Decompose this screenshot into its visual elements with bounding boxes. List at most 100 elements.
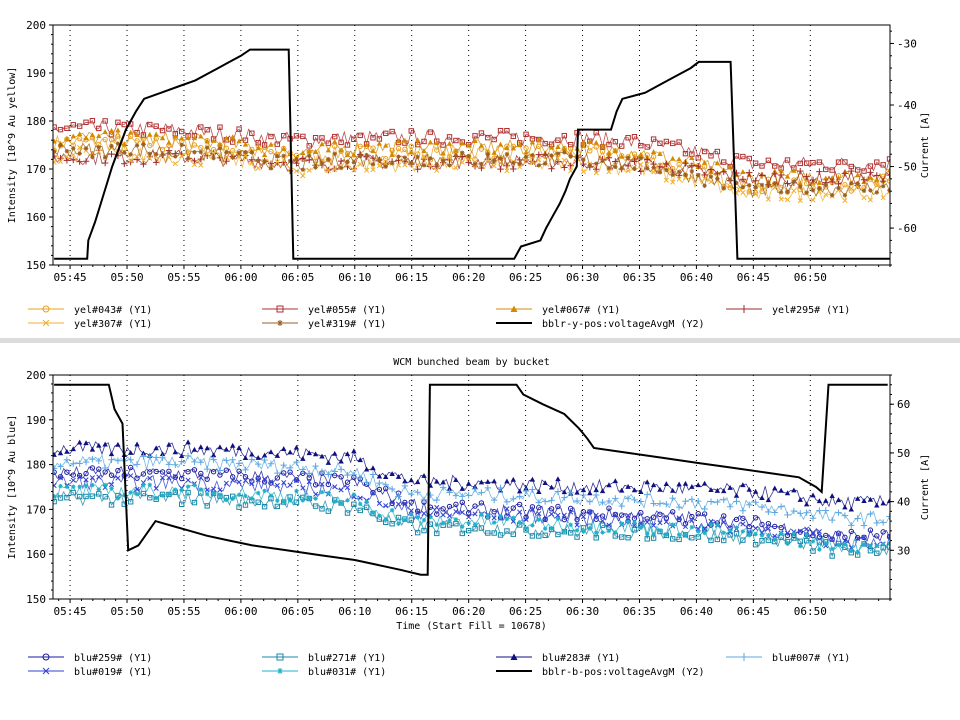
data-point: [650, 500, 657, 507]
data-point: [255, 477, 261, 483]
data-point: [369, 471, 377, 478]
data-point: [466, 514, 472, 520]
data-point: [592, 491, 600, 499]
data-point: [370, 135, 376, 141]
data-point: [599, 498, 606, 506]
legend-label: yel#043# (Y1): [74, 305, 152, 316]
data-point: [152, 159, 160, 166]
legend-label: yel#295# (Y1): [772, 305, 850, 316]
data-point: [281, 153, 286, 159]
data-point: [472, 156, 478, 162]
y2-tick-label: -30: [897, 37, 917, 50]
data-point: [376, 486, 383, 493]
x-tick-label: 06:05: [281, 271, 314, 284]
data-point: [574, 522, 580, 528]
data-point: [855, 183, 861, 190]
data-point: [421, 148, 427, 154]
data-point: [460, 524, 465, 529]
data-point: [689, 484, 695, 489]
data-point: [497, 127, 504, 134]
data-point: [637, 498, 645, 505]
data-point: [134, 441, 140, 447]
data-point: [886, 167, 890, 173]
data-point: [714, 170, 721, 178]
data-point: [376, 500, 382, 506]
data-point: [268, 479, 274, 485]
data-point: [567, 162, 574, 169]
data-point: [300, 173, 306, 179]
data-point: [268, 141, 274, 147]
data-point: [236, 479, 242, 485]
data-point: [350, 165, 358, 173]
data-point: [395, 501, 402, 507]
data-point: [204, 503, 210, 509]
data-point: [580, 509, 587, 515]
data-point: [855, 549, 860, 555]
data-point: [619, 521, 624, 526]
data-point: [510, 133, 516, 139]
current-line: [54, 48, 890, 260]
data-point: [746, 501, 753, 509]
data-point: [472, 138, 478, 143]
data-point: [861, 542, 867, 547]
data-point: [759, 163, 765, 169]
data-point: [511, 160, 516, 166]
legend-label: blu#007# (Y1): [772, 653, 850, 664]
x-tick-label: 06:45: [737, 605, 770, 618]
data-point: [880, 195, 886, 201]
data-point: [274, 503, 281, 510]
data-point: [522, 487, 530, 495]
data-point: [465, 510, 472, 516]
data-point: [459, 499, 465, 505]
data-point: [740, 185, 746, 190]
data-point: [147, 131, 153, 137]
data-point: [810, 539, 816, 544]
data-point: [817, 547, 822, 552]
data-point: [344, 451, 351, 457]
data-point: [874, 533, 880, 539]
data-point: [421, 510, 427, 516]
data-point: [267, 460, 275, 467]
data-point: [363, 466, 370, 472]
data-point: [96, 474, 102, 480]
data-point: [370, 510, 376, 515]
data-point: [810, 188, 816, 193]
data-point: [663, 481, 670, 487]
data-point: [879, 519, 887, 526]
data-point: [695, 534, 701, 540]
data-point: [765, 526, 771, 532]
data-point: [695, 510, 701, 517]
data-point: [600, 158, 605, 164]
data-point: [485, 530, 491, 536]
data-point: [657, 151, 663, 156]
legend-marker: [42, 305, 50, 313]
data-point: [178, 501, 185, 507]
data-point: [89, 493, 96, 499]
data-point: [842, 159, 848, 165]
data-point: [663, 138, 670, 145]
data-point: [408, 490, 415, 498]
data-point: [428, 156, 433, 161]
data-point: [275, 498, 280, 503]
data-point: [567, 489, 574, 496]
data-point: [408, 128, 414, 134]
data-point: [128, 490, 133, 495]
data-point: [867, 197, 873, 203]
data-point: [752, 160, 759, 166]
data-point: [784, 511, 791, 519]
data-point: [504, 506, 510, 512]
data-point: [861, 188, 867, 194]
data-point: [478, 500, 485, 506]
data-point: [153, 445, 159, 451]
data-point: [363, 142, 370, 148]
data-point: [414, 489, 421, 496]
data-point: [791, 179, 797, 184]
data-point: [166, 475, 172, 481]
data-point: [198, 149, 204, 155]
data-point: [242, 477, 249, 484]
data-point: [663, 500, 670, 508]
data-point: [185, 439, 191, 445]
data-point: [650, 149, 657, 155]
data-point: [140, 490, 147, 497]
data-point: [778, 190, 784, 195]
